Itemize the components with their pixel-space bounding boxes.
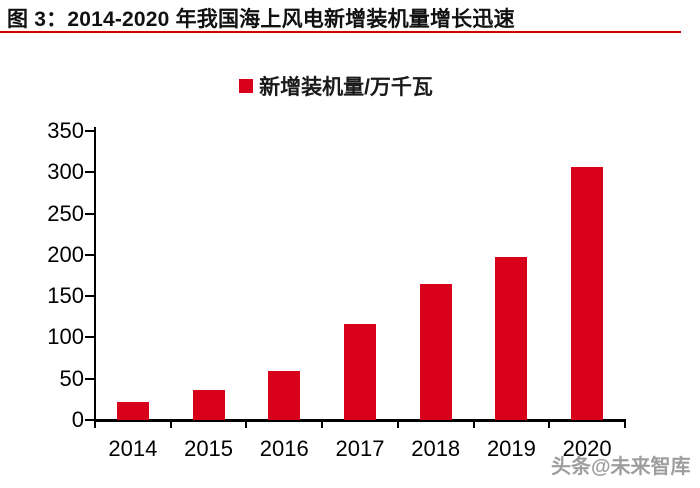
figure-title: 图 3：2014-2020 年我国海上风电新增装机量增长迅速 (7, 8, 515, 31)
x-axis-tick-label: 2016 (259, 436, 309, 461)
y-axis-tick (85, 130, 94, 132)
x-axis-tick (245, 420, 248, 428)
bar-2014 (116, 401, 149, 420)
x-axis-tick-label: 2014 (108, 436, 158, 461)
y-axis-tick-label: 250 (47, 200, 84, 226)
title-underline-rule (0, 31, 681, 33)
x-axis-tick-label: 2020 (562, 436, 612, 461)
x-axis-tick-label: 2015 (184, 436, 234, 461)
y-axis-tick (85, 377, 94, 380)
y-axis-tick-label: 150 (47, 283, 84, 309)
bar-2016 (268, 371, 301, 420)
x-axis-tick (396, 420, 399, 428)
y-axis-tick (85, 419, 94, 421)
x-axis-tick (472, 420, 475, 428)
x-axis-tick-label: 2019 (486, 436, 536, 461)
y-axis-tick-label: 0 (71, 407, 84, 432)
y-axis-tick (85, 295, 94, 298)
bar-2019 (495, 256, 528, 420)
watermark-text: 头条@未来智库 (551, 456, 691, 478)
y-axis-tick-label: 300 (47, 159, 84, 185)
bar-2015 (192, 390, 225, 420)
y-axis-tick-label: 100 (47, 324, 84, 350)
y-axis-tick (85, 212, 94, 215)
x-axis-tick-label: 2017 (335, 436, 385, 461)
y-axis-tick-label: 350 (47, 118, 84, 143)
x-axis-tick-label: 2018 (411, 436, 461, 461)
x-axis-tick (169, 420, 172, 428)
y-axis-tick (85, 171, 94, 174)
y-axis-tick-label: 50 (59, 365, 84, 391)
y-axis-tick (85, 336, 94, 339)
y-axis-tick-label: 200 (47, 241, 84, 267)
x-axis-tick (548, 420, 551, 428)
x-axis-tick (624, 420, 626, 428)
x-axis-tick (321, 420, 324, 428)
chart-legend: 新增装机量/万千瓦 (0, 71, 686, 101)
bar-2020 (571, 167, 604, 420)
bar-2017 (344, 324, 376, 420)
y-axis-tick (85, 253, 94, 256)
x-axis-line (94, 419, 626, 422)
legend-series-label: 新增装机量/万千瓦 (259, 76, 433, 99)
x-axis-tick (94, 420, 96, 428)
bar-2018 (419, 283, 452, 420)
legend-marker-icon (239, 79, 254, 93)
y-axis-line (94, 127, 96, 422)
